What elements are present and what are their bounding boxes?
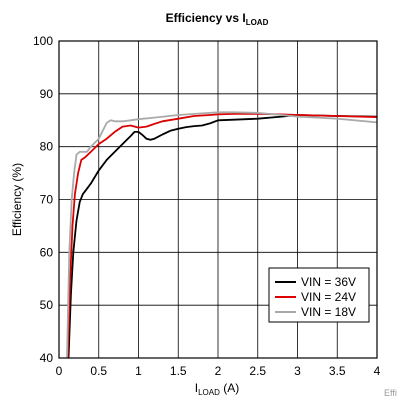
legend-label: VIN = 36V	[301, 275, 356, 289]
x-tick-label: 0.5	[90, 364, 107, 378]
x-tick-label: 1.5	[170, 364, 187, 378]
series-line-1	[67, 114, 378, 359]
corner-watermark: Effi	[384, 388, 397, 398]
legend-label: VIN = 24V	[301, 290, 356, 304]
x-tick-label: 1	[135, 364, 142, 378]
y-tick-label: 70	[40, 193, 54, 207]
y-tick-label: 60	[40, 245, 54, 259]
y-tick-label: 100	[33, 34, 53, 48]
y-tick-labels: 40 50 60 70 80 90 100	[33, 34, 53, 365]
x-tick-label: 2	[215, 364, 222, 378]
y-axis-label: Efficiency (%)	[10, 163, 24, 236]
x-tick-label: 2.5	[249, 364, 266, 378]
x-axis-label: ILOAD (A)	[195, 381, 239, 397]
chart-title: Efficiency vs ILOAD	[166, 11, 269, 27]
x-tick-label: 4	[374, 364, 381, 378]
y-tick-label: 40	[40, 351, 54, 365]
series-line-3	[66, 111, 378, 359]
y-tick-label: 50	[40, 298, 54, 312]
y-tick-label: 80	[40, 140, 54, 154]
series-layer	[66, 111, 378, 359]
x-tick-label: 0	[56, 364, 63, 378]
x-tick-label: 3	[294, 364, 301, 378]
x-tick-labels: 0 0.5 1 1.5 2 2.5 3 3.5 4	[56, 364, 381, 378]
legend-label: VIN = 18V	[301, 305, 356, 319]
y-tick-label: 90	[40, 87, 54, 101]
x-tick-label: 3.5	[329, 364, 346, 378]
plot-frame	[58, 40, 378, 359]
series-line-2	[66, 113, 378, 359]
grid	[58, 40, 378, 359]
